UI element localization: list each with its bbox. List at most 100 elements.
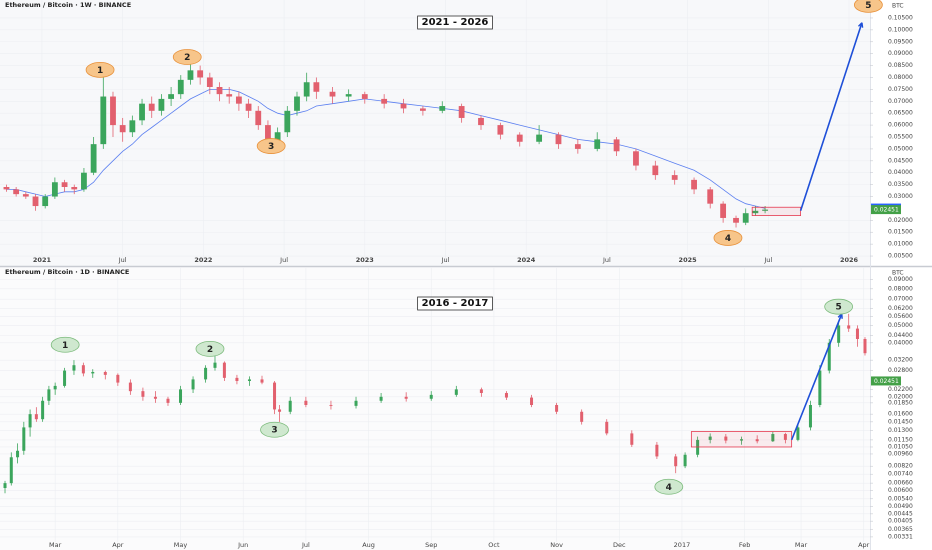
candle-body	[674, 456, 678, 467]
candle-body	[100, 96, 107, 145]
candle-body	[41, 400, 45, 420]
candle-body	[329, 404, 333, 406]
candle-body	[796, 427, 800, 440]
y-tick-label: 0.03500	[888, 181, 913, 188]
annotation-label: 2	[207, 345, 213, 355]
candle-body	[187, 70, 194, 80]
candle-body	[294, 96, 300, 111]
candle-body	[260, 379, 264, 383]
y-tick-label: 0.00490	[888, 503, 913, 510]
x-tick-label: 2022	[194, 256, 212, 264]
y-tick-label: 0.05000	[888, 322, 913, 329]
y-tick-label: 0.09000	[888, 50, 913, 57]
candle-body	[71, 187, 78, 190]
candle-body	[153, 396, 157, 399]
candle-body	[222, 362, 226, 378]
y-tick-label: 0.05000	[888, 145, 913, 152]
candle-body	[752, 210, 759, 214]
y-tick-label: 0.06000	[888, 122, 913, 129]
candle-body	[9, 457, 13, 484]
x-tick-label: 2024	[517, 256, 536, 264]
projection-line	[790, 313, 843, 441]
price-label-bg	[871, 376, 901, 386]
candle-body	[81, 365, 85, 374]
candle-body	[594, 139, 601, 149]
candle-body	[245, 103, 252, 111]
y-tick-label: 0.10500	[888, 14, 913, 21]
y-tick-label: 0.07000	[888, 296, 913, 303]
candle-body	[304, 400, 308, 405]
annotation-label: 5	[865, 1, 871, 11]
candle-body	[404, 396, 408, 399]
candle-body	[128, 382, 132, 392]
candle-body	[630, 433, 634, 445]
candle-body	[458, 106, 465, 118]
annotation-marker	[713, 230, 743, 246]
candle-body	[504, 392, 508, 398]
candle-body	[345, 94, 352, 97]
x-tick-label: Aug	[362, 541, 375, 549]
candle-body	[707, 189, 714, 204]
y-tick-label: 0.05600	[888, 313, 913, 320]
candle-body	[3, 483, 7, 489]
candle-body	[235, 377, 239, 381]
annotation-marker	[654, 478, 684, 495]
y-tick-label: 0.10000	[888, 26, 913, 33]
x-tick-label: 2023	[356, 256, 374, 264]
x-tick-label: Mar	[49, 541, 62, 549]
candle-body	[516, 134, 523, 142]
x-tick-label: Oct	[488, 541, 500, 549]
candle-body	[116, 374, 120, 383]
candle-body	[91, 371, 95, 374]
candle-body	[197, 70, 204, 78]
chart-title: Ethereum / Bitcoin · 1D · BINANCE	[5, 268, 129, 276]
y-tick-label: 0.01450	[888, 418, 913, 425]
candle-body	[63, 370, 67, 386]
y-tick-label: 0.00740	[888, 471, 913, 478]
candle-body	[13, 189, 20, 195]
chart-title: Ethereum / Bitcoin · 1W · BINANCE	[5, 1, 131, 9]
candle-body	[762, 209, 768, 211]
candle-body	[274, 132, 281, 142]
candle-body	[733, 217, 739, 223]
y-tick-label: 0.01600	[888, 411, 913, 418]
y-tick-label: 0.03000	[888, 193, 913, 200]
candle-body	[110, 96, 116, 126]
price-label: 0.02451	[874, 378, 899, 385]
period-label: 2021 - 2026	[422, 17, 489, 28]
y-tick-label: 0.04000	[888, 339, 913, 346]
projection-arrow	[857, 22, 864, 28]
y-tick-label: 0.01300	[888, 427, 913, 434]
y-tick-label: 0.01500	[888, 229, 913, 236]
candle-body	[177, 79, 184, 95]
candle-body	[216, 87, 223, 95]
y-tick-label: 0.08500	[888, 62, 913, 69]
candle-body	[255, 110, 262, 126]
annotation-label: 4	[666, 483, 672, 493]
candle-body	[808, 404, 812, 428]
candle-body	[90, 144, 97, 173]
y-tick-label: 0.01050	[888, 443, 913, 450]
y-tick-label: 0.00960	[888, 450, 913, 457]
y-tick-label: 0.00660	[888, 480, 913, 487]
annotation-marker	[50, 336, 80, 353]
y-tick-label: 0.00600	[888, 487, 913, 494]
annotation-label: 3	[271, 426, 277, 436]
candle-body	[827, 342, 831, 371]
candle-body	[671, 175, 678, 180]
y-tick-label: 0.02000	[888, 217, 913, 224]
candle-body	[479, 389, 483, 393]
candle-body	[28, 414, 32, 428]
x-tick-label: 2026	[840, 256, 859, 264]
y-tick-label: 0.07000	[888, 98, 913, 105]
candle-body	[655, 444, 659, 457]
annotation-marker	[195, 340, 225, 357]
x-tick-label: Dec	[613, 541, 626, 549]
candle-body	[235, 96, 242, 104]
candle-body	[139, 103, 145, 121]
candle-body	[51, 182, 58, 197]
candle-body	[536, 134, 543, 142]
candle-body	[855, 328, 859, 339]
candle-body	[273, 382, 277, 410]
candle-body	[863, 338, 867, 354]
